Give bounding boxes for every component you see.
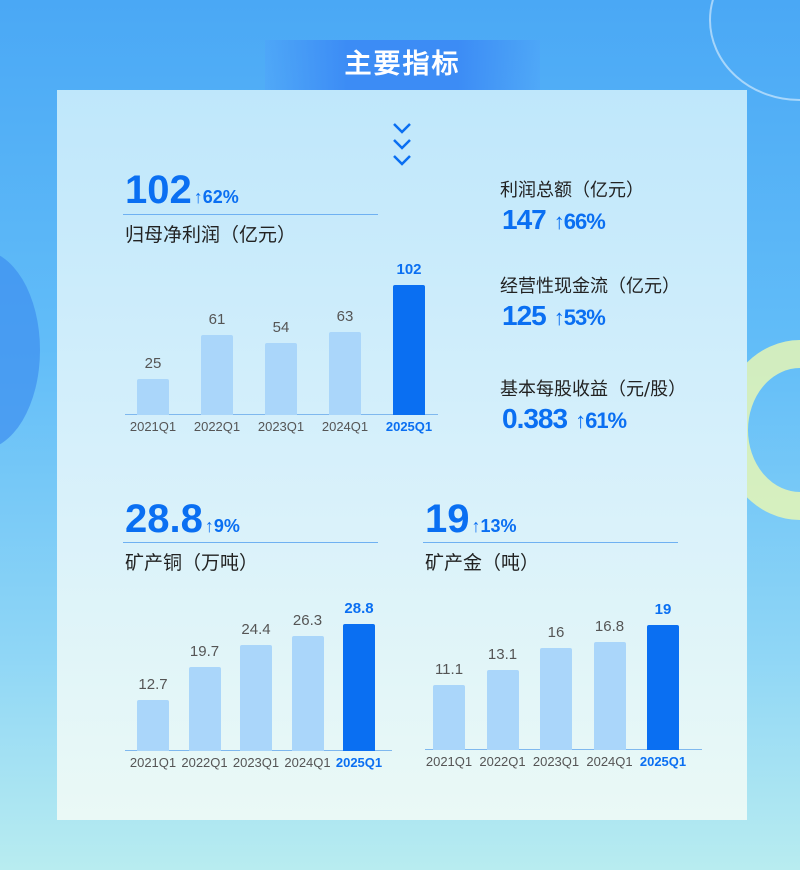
x-tick-label: 2021Q1 <box>129 755 177 770</box>
bar-2021Q1 <box>137 700 169 751</box>
x-tick-label: 2023Q1 <box>257 419 305 434</box>
data-label: 19 <box>654 601 672 618</box>
chevron-down-icon <box>393 155 411 166</box>
bar-2025Q1 <box>343 624 375 751</box>
gold-label: 矿产金（吨） <box>425 552 540 574</box>
bar-2021Q1 <box>433 684 465 750</box>
bar-2025Q1 <box>647 625 679 750</box>
kpi-label: 经营性现金流（亿元） <box>500 276 680 297</box>
copper-value: 28.8 ↑9% <box>125 497 240 541</box>
x-tick-label: 2025Q1 <box>385 419 433 434</box>
kpi-value: 0.383 ↑61% <box>502 403 627 434</box>
x-tick-label: 2024Q1 <box>284 755 331 770</box>
copper-label: 矿产铜（万吨） <box>125 552 259 574</box>
data-label: 28.8 <box>344 600 374 617</box>
chevron-down-icon <box>393 139 411 150</box>
data-label: 54 <box>272 319 290 337</box>
divider <box>123 542 378 543</box>
data-label: 16.8 <box>594 617 625 635</box>
x-tick-label: 2022Q1 <box>181 755 228 770</box>
x-tick-label: 2023Q1 <box>232 755 280 770</box>
kpi-value: 125 ↑53% <box>502 300 606 331</box>
x-tick-label: 2021Q1 <box>425 754 473 769</box>
data-label: 12.7 <box>138 676 168 693</box>
decor-circle <box>0 255 40 445</box>
panel <box>57 90 747 820</box>
divider <box>123 214 378 215</box>
net-profit-chart: 25 2021Q1 61 2022Q1 54 2023Q1 63 2024Q1 102 2025Q… <box>125 255 438 434</box>
bar-2023Q1 <box>240 644 272 751</box>
data-label: 24.4 <box>241 620 271 638</box>
data-label: 11.1 <box>434 660 464 678</box>
data-label: 13.1 <box>487 645 518 663</box>
gold-chart: 11.1 2021Q1 13.1 2022Q1 16 2023Q1 16.8 2024Q1 19… <box>425 590 702 769</box>
bar-2022Q1 <box>188 666 221 751</box>
data-label: 19.7 <box>189 642 220 660</box>
data-label: 25 <box>144 354 162 372</box>
bar-2024Q1 <box>329 332 361 415</box>
data-label: 102 <box>396 261 422 278</box>
x-tick-label: 2021Q1 <box>129 419 177 434</box>
data-label: 61 <box>208 310 226 328</box>
x-tick-label: 2024Q1 <box>321 419 369 434</box>
bar-2023Q1 <box>265 343 297 415</box>
x-tick-label: 2022Q1 <box>479 754 526 769</box>
page-title: 主要指标 <box>265 40 540 90</box>
decor-bubble <box>709 0 800 101</box>
x-tick-label: 2023Q1 <box>532 754 580 769</box>
bar-2023Q1 <box>540 647 572 750</box>
data-label: 63 <box>336 308 354 326</box>
x-tick-label: 2022Q1 <box>193 419 241 434</box>
copper-chart: 12.7 2021Q1 19.7 2022Q1 24.4 2023Q1 26.3 2024Q1… <box>125 591 392 770</box>
data-label: 16 <box>547 623 565 641</box>
bar-2025Q1 <box>393 285 425 415</box>
bar-2022Q1 <box>486 669 519 750</box>
kpi-value: 147 ↑66% <box>502 204 606 235</box>
x-tick-label: 2025Q1 <box>639 754 687 769</box>
kpi-label: 利润总额（亿元） <box>500 180 644 201</box>
net-profit-label: 归母净利润（亿元） <box>125 224 297 246</box>
net-profit-value: 102 ↑62% <box>125 168 239 212</box>
bar-2022Q1 <box>201 334 233 415</box>
gold-value: 19 ↑13% <box>425 497 517 541</box>
x-tick-label: 2024Q1 <box>586 754 633 769</box>
data-label: 26.3 <box>292 611 323 629</box>
kpi-label: 基本每股收益（元/股） <box>500 379 687 400</box>
bar-2024Q1 <box>291 635 324 751</box>
bar-2021Q1 <box>137 378 169 415</box>
x-tick-label: 2025Q1 <box>335 755 383 770</box>
chevron-down-icon <box>393 123 411 134</box>
divider <box>423 542 678 543</box>
bar-2024Q1 <box>593 641 626 750</box>
